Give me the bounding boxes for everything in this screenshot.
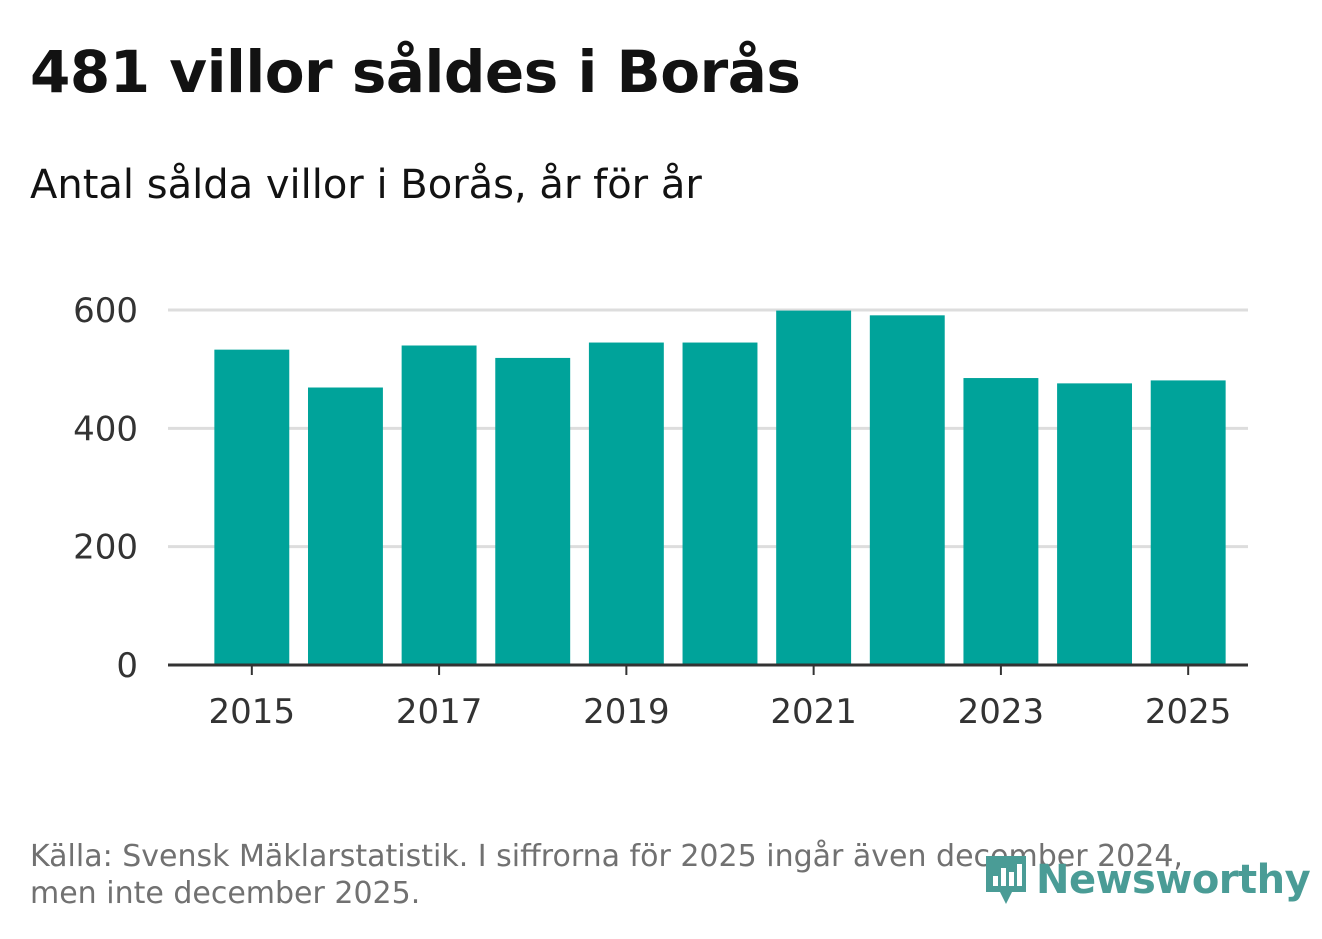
chart-subtitle: Antal sålda villor i Borås, år för år: [30, 162, 702, 208]
y-tick-label-200: 200: [73, 528, 138, 568]
bar-2016: [308, 387, 383, 665]
bar-2017: [401, 345, 477, 665]
x-tick-label-2023: 2023: [958, 692, 1045, 732]
bar-2021: [776, 310, 852, 665]
y-tick-label-400: 400: [73, 409, 138, 449]
x-tick-label-2017: 2017: [396, 692, 483, 732]
chart-title: 481 villor såldes i Borås: [30, 38, 801, 106]
brand-logo: Newsworthy: [982, 850, 1311, 910]
newsworthy-logo-icon: [986, 856, 1026, 904]
bar-chart: 0 200 400 600 2015 2017 2019 2021 2023 2025: [73, 291, 1248, 732]
bar-2020: [682, 342, 758, 665]
x-tick-label-2025: 2025: [1145, 692, 1232, 732]
bar-2022: [869, 315, 945, 665]
x-tick-label-2015: 2015: [209, 692, 296, 732]
bar-2018: [495, 357, 571, 665]
x-tick-label-2019: 2019: [583, 692, 670, 732]
bar-2025: [1150, 380, 1226, 665]
bar-2023: [963, 378, 1039, 665]
y-tick-label-600: 600: [73, 291, 138, 331]
brand-name: Newsworthy: [1036, 857, 1311, 903]
bar-2015: [214, 349, 290, 665]
y-tick-label-0: 0: [116, 646, 138, 686]
bar-2024: [1057, 383, 1132, 665]
bar-2019: [588, 342, 664, 665]
x-tick-label-2021: 2021: [770, 692, 857, 732]
